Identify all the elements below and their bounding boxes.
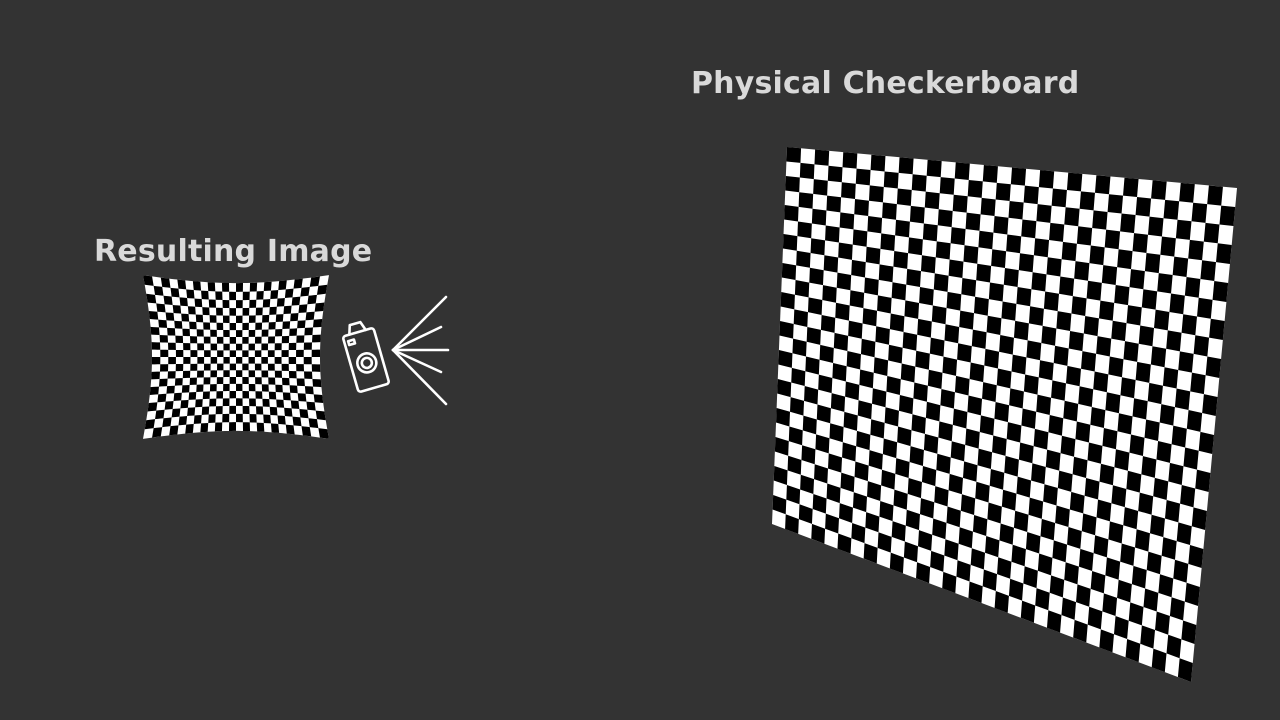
distorted-checkerboard-image: [143, 275, 329, 439]
resulting-image-label: Resulting Image: [94, 234, 373, 269]
physical-checkerboard-label: Physical Checkerboard: [691, 66, 1080, 101]
light-rays-icon: [391, 295, 450, 406]
physical-checkerboard: [772, 147, 1237, 682]
camera-icon: [342, 320, 390, 393]
